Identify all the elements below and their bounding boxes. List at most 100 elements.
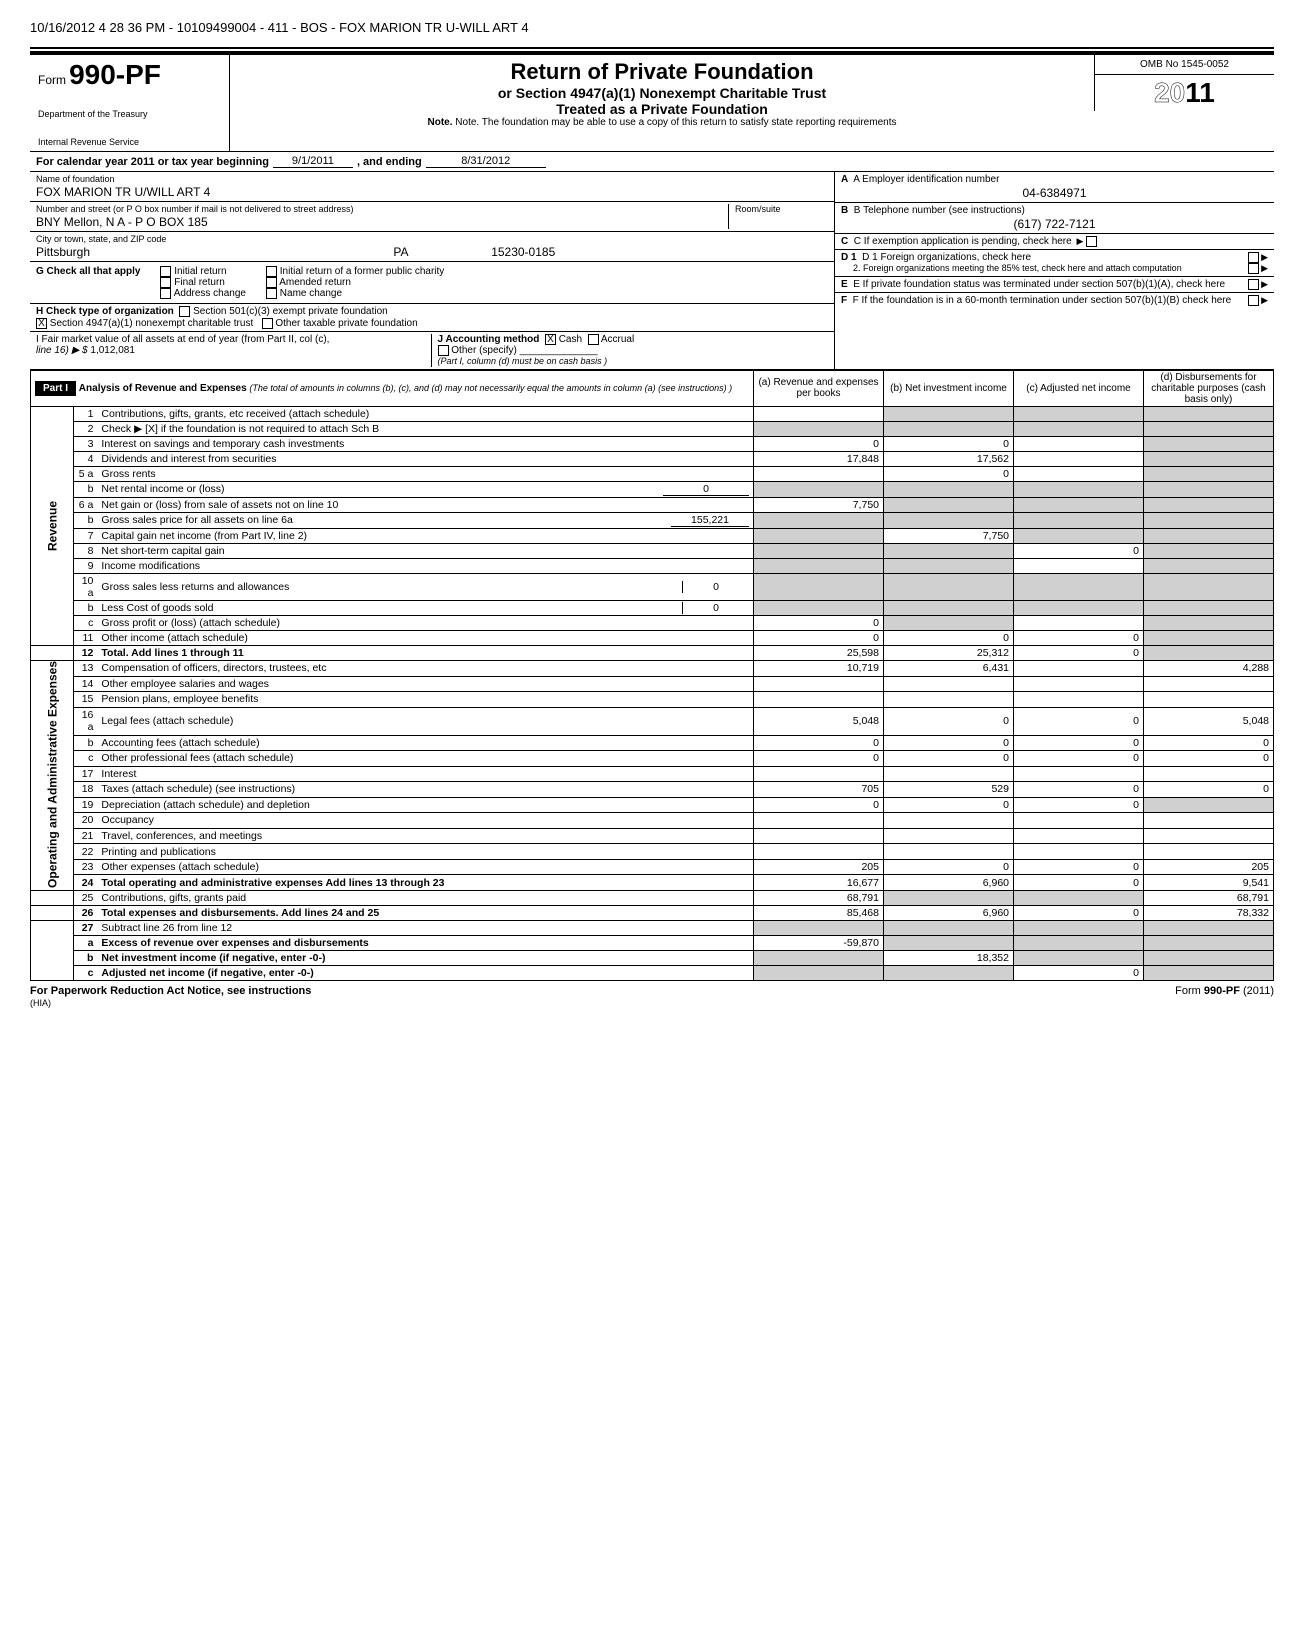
part1-hdr: Part I xyxy=(35,381,76,396)
tax-period-row: For calendar year 2011 or tax year begin… xyxy=(30,152,1274,171)
chk-4947a1[interactable] xyxy=(36,318,47,329)
zip: 15230-0185 xyxy=(491,245,555,259)
chk-d2[interactable] xyxy=(1248,263,1259,274)
chk-other-method[interactable] xyxy=(438,345,449,356)
chk-d1[interactable] xyxy=(1248,252,1259,263)
r10b-d: Less Cost of goods sold 0 xyxy=(97,600,753,615)
r7-b: 7,750 xyxy=(884,528,1014,543)
ein: 04-6384971 xyxy=(841,186,1268,200)
b-label-text: B Telephone number (see instructions) xyxy=(854,205,1025,216)
chk-c[interactable] xyxy=(1086,236,1097,247)
col-b-hdr: (b) Net investment income xyxy=(884,370,1014,406)
chk-address-change[interactable] xyxy=(160,288,171,299)
chk-cash[interactable] xyxy=(545,334,556,345)
chk-f[interactable] xyxy=(1248,295,1259,306)
r8-n: 8 xyxy=(73,543,97,558)
r16c-n: c xyxy=(73,751,97,767)
chk-name-change[interactable] xyxy=(266,288,277,299)
r12-a: 25,598 xyxy=(754,645,884,660)
g-opt-5: Name change xyxy=(280,288,342,299)
r19-n: 19 xyxy=(73,797,97,813)
j-accrual: Accrual xyxy=(601,334,634,345)
j-note: (Part I, column (d) must be on cash basi… xyxy=(438,356,608,366)
r16b-n: b xyxy=(73,735,97,751)
chk-initial-return[interactable] xyxy=(160,266,171,277)
r16c-b: 0 xyxy=(884,751,1014,767)
r23-a: 205 xyxy=(754,859,884,875)
dept-treasury: Department of the Treasury xyxy=(38,109,221,119)
r12-d: Total. Add lines 1 through 11 xyxy=(97,645,753,660)
r5b-n: b xyxy=(73,481,97,497)
h-opt2: Section 4947(a)(1) nonexempt charitable … xyxy=(50,318,253,329)
h-label: H Check type of organization xyxy=(36,307,174,318)
box-d: D 1 D 1 Foreign organizations, check her… xyxy=(835,250,1274,277)
year-prefix: 20 xyxy=(1154,77,1185,108)
form-subtitle2: Treated as a Private Foundation xyxy=(238,101,1086,117)
r3-b: 0 xyxy=(884,436,1014,451)
r24-n: 24 xyxy=(73,875,97,891)
r16a-dd: 5,048 xyxy=(1144,707,1274,735)
part1-table: Part I Analysis of Revenue and Expenses … xyxy=(30,370,1274,981)
r19-c: 0 xyxy=(1014,797,1144,813)
d2-label-text: 2. Foreign organizations meeting the 85%… xyxy=(841,263,1182,273)
r22-n: 22 xyxy=(73,844,97,860)
r24-c: 0 xyxy=(1014,875,1144,891)
r5b-desc: Net rental income or (loss) xyxy=(101,483,224,495)
chk-other-taxable[interactable] xyxy=(262,318,273,329)
h-opt1: Section 501(c)(3) exempt private foundat… xyxy=(193,307,388,318)
chk-final-return[interactable] xyxy=(160,277,171,288)
f-label-text: F If the foundation is in a 60-month ter… xyxy=(853,295,1232,306)
r10b-n: b xyxy=(73,600,97,615)
r5a-b: 0 xyxy=(884,466,1014,481)
footer-hia: (HIA) xyxy=(30,998,51,1008)
r27-n: 27 xyxy=(73,920,97,935)
r21-d: Travel, conferences, and meetings xyxy=(97,828,753,844)
r4-n: 4 xyxy=(73,451,97,466)
i-label1: I Fair market value of all assets at end… xyxy=(36,334,329,345)
r3-a: 0 xyxy=(754,436,884,451)
r3-d: Interest on savings and temporary cash i… xyxy=(97,436,753,451)
r8-d: Net short-term capital gain xyxy=(97,543,753,558)
r17-n: 17 xyxy=(73,766,97,782)
r23-dd: 205 xyxy=(1144,859,1274,875)
r15-n: 15 xyxy=(73,692,97,708)
r12-b: 25,312 xyxy=(884,645,1014,660)
r21-n: 21 xyxy=(73,828,97,844)
r6a-a: 7,750 xyxy=(754,497,884,512)
foundation-addr: BNY Mellon, N A - P O BOX 185 xyxy=(36,215,728,229)
period-label-start: For calendar year 2011 or tax year begin… xyxy=(36,156,269,168)
r18-n: 18 xyxy=(73,782,97,798)
g-opt-2: Address change xyxy=(174,288,246,299)
r23-n: 23 xyxy=(73,859,97,875)
r16a-b: 0 xyxy=(884,707,1014,735)
r15-d: Pension plans, employee benefits xyxy=(97,692,753,708)
r11-c: 0 xyxy=(1014,630,1144,645)
r27c-n: c xyxy=(73,965,97,980)
chk-e[interactable] xyxy=(1248,279,1259,290)
r27a-n: a xyxy=(73,935,97,950)
chk-amended[interactable] xyxy=(266,277,277,288)
r26-a: 85,468 xyxy=(754,905,884,920)
r27-d: Subtract line 26 from line 12 xyxy=(97,920,753,935)
phone: (617) 722-7121 xyxy=(841,217,1268,231)
r23-d: Other expenses (attach schedule) xyxy=(97,859,753,875)
r16a-c: 0 xyxy=(1014,707,1144,735)
g-opt-3: Initial return of a former public charit… xyxy=(280,266,445,277)
r25-n: 25 xyxy=(73,890,97,905)
chk-accrual[interactable] xyxy=(588,334,599,345)
r10b-v: 0 xyxy=(682,602,749,614)
r11-a: 0 xyxy=(754,630,884,645)
side-revenue: Revenue xyxy=(31,406,74,645)
r27c-d: Adjusted net income (if negative, enter … xyxy=(97,965,753,980)
r20-n: 20 xyxy=(73,813,97,829)
form-note: Note. Note. The foundation may be able t… xyxy=(238,117,1086,128)
chk-501c3[interactable] xyxy=(179,306,190,317)
r24-b: 6,960 xyxy=(884,875,1014,891)
col-d-hdr: (d) Disbursements for charitable purpose… xyxy=(1144,370,1274,406)
chk-former-charity[interactable] xyxy=(266,266,277,277)
r2-d: Check ▶ [X] if the foundation is not req… xyxy=(97,421,753,436)
form-note-text: Note. The foundation may be able to use … xyxy=(455,117,896,128)
g-opt-0: Initial return xyxy=(174,266,226,277)
r23-c: 0 xyxy=(1014,859,1144,875)
g-label: G Check all that apply xyxy=(36,266,140,277)
